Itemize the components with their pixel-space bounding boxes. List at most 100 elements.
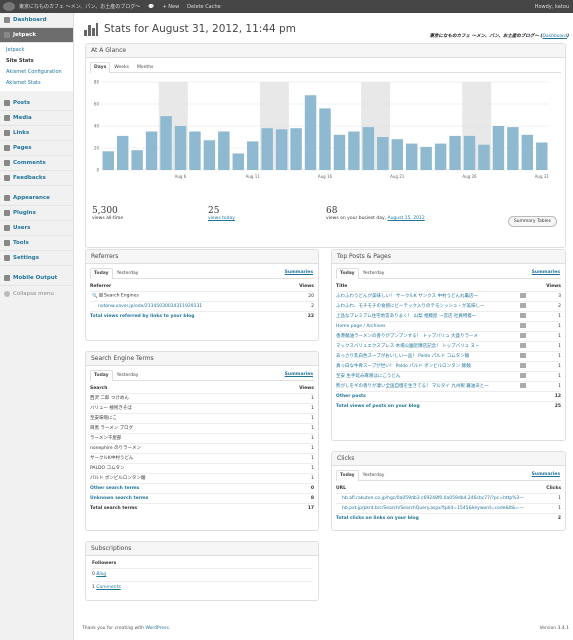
menu-comments[interactable]: Comments [0,156,73,171]
post-stats-icon[interactable] [520,313,526,318]
tab-today[interactable]: Today [336,470,359,481]
search-views: 1 [268,422,314,433]
admin-bar-site[interactable]: 東京になものカフェ ～メン、パン、お土産のブログ～ [19,4,141,10]
tab-today[interactable]: Today [90,370,113,381]
post-stats-icon[interactable] [520,373,526,378]
y-tick-label: 60 [94,102,100,107]
menu-tools[interactable]: Tools [0,236,73,251]
menu-settings[interactable]: Settings [0,251,73,266]
menu-dashboard[interactable]: Dashboard [0,13,73,28]
post-stats-icon[interactable] [520,333,526,338]
chart-bar [319,108,331,170]
table-row: notonw.xaver.jp/ode/21345030034311929131… [90,300,314,311]
menu-posts[interactable]: Posts [0,96,73,111]
submenu-akismet-stats[interactable]: Akismet Stats [6,80,41,86]
tab-yesterday[interactable]: Yesterday [362,473,385,478]
post-stats-icon[interactable] [520,363,526,368]
unknown-search-terms[interactable]: Unknown search terms [90,492,269,503]
menu-label: Tools [13,240,29,246]
tab-yesterday[interactable]: Yesterday [362,271,385,276]
tab-today[interactable]: Today [90,268,113,279]
menu-label: Settings [13,255,39,261]
stat-busiest-date-link[interactable]: August 15, 2012 [387,216,425,221]
followers-comments-link[interactable]: Comments [96,585,121,590]
at-a-glance-box: At A Glance Days Weeks Months 80 60 40 20 0 A… [85,43,566,248]
post-stats-icon[interactable] [520,383,526,388]
followers-blog-link[interactable]: Blog [96,572,107,577]
other-posts[interactable]: Other posts [336,390,514,401]
menu-pages[interactable]: Pages [0,141,73,156]
submenu-akismet-configuration[interactable]: Akismet Configuration [6,69,62,75]
referrer-link[interactable]: notonw.xaver.jp/ode/21345030034311929131 [98,303,203,309]
stat-today-label[interactable]: views today [208,216,235,221]
click-url-link[interactable]: hb.pxt.jp/pknt.b/c/Search/SearchQuery.as… [342,505,524,511]
post-title-link[interactable]: 香港麺油ラーメンの香りがプンプンする！ トップバリュ 大盛りラーメ [336,334,478,339]
chart-bar [449,135,461,170]
y-tick-label: 0 [96,168,99,173]
summary-tables-button[interactable]: Summary Tables [507,216,557,227]
wordpress-logo-icon[interactable] [3,2,15,11]
tab-weeks[interactable]: Weeks [114,65,129,70]
post-title-link[interactable]: Home page / Archives [336,323,386,329]
table-row: Other search terms 0 [90,482,314,493]
post-title-link[interactable]: ふわふわ、モチモチの食感にビーテック入りのテモンッシュ・が美味しー [336,304,485,309]
menu-jetpack[interactable]: Jetpack [0,28,73,43]
referrers-summaries-link[interactable]: Summaries [284,270,313,275]
clicks-tabs: Today Yesterday Summaries [336,470,561,481]
post-stats-icon[interactable] [520,353,526,358]
followers-count: 1 [92,585,95,590]
submenu-jetpack[interactable]: Jetpack [6,47,25,53]
post-stats-icon[interactable] [520,323,526,328]
admin-bar-comments[interactable]: 💬 [144,0,158,13]
wordpress-link[interactable]: WordPress [145,626,169,631]
post-title-link[interactable]: ふわふわうどんが美味しい！ サークルK サンクス 中村うどん丸亀店一 [336,294,478,299]
menu-feedbacks[interactable]: Feedbacks [0,171,73,186]
menu-appearance[interactable]: Appearance [0,191,73,206]
menu-media[interactable]: Media [0,111,73,126]
chart-bar [102,151,114,170]
table-row: 西沢 二郎 つけめん 1 [90,392,314,403]
x-tick-label: Aug 16 [318,174,333,179]
click-url-link[interactable]: hb.afl.rakuten.co.jp/hgc/0a059db3.c69248… [342,495,524,501]
admin-bar-howdy[interactable]: Howdy, katou [534,3,569,10]
post-views: 1 [532,320,561,331]
search-views: 1 [268,462,314,473]
post-views: 1 [532,360,561,371]
tab-yesterday[interactable]: Yesterday [116,373,139,378]
referrers-tabs: Today Yesterday Summaries [90,268,314,279]
top-posts-summaries-link[interactable]: Summaries [531,270,560,275]
table-row: 真っ白な牛骨スープが世い！ Paldo パルド ボンビルロンタン 豚麺 1 [336,360,561,371]
admin-bar-new[interactable]: + New [162,3,180,10]
clicks-table: URL Clicks hb.afl.rakuten.co.jp/hgc/0a059… [336,484,561,523]
tab-months[interactable]: Months [136,65,154,70]
table-row: 熊がしをギの香りが凄い全国自慢を生きてる！ マルタイ 九州製 醤油あと一 1 [336,380,561,391]
submenu-site-stats[interactable]: Site Stats [6,58,34,64]
menu-mobile-output[interactable]: Mobile Output [0,271,73,286]
post-title-link[interactable]: あっさり乳白色スープがおいしい一品！ Paldo パルド コムタン麺 [336,354,470,359]
collapse-menu[interactable]: Collapse menu [0,286,73,301]
post-stats-icon[interactable] [520,303,526,308]
clicks-summaries-link[interactable]: Summaries [531,472,560,477]
post-stats-icon[interactable] [520,343,526,348]
search-summaries-link[interactable]: Summaries [284,372,313,377]
stat-all-time-label: views all-time [92,216,124,221]
tab-days[interactable]: Days [90,62,111,73]
magnifier-icon[interactable]: 🔍 [92,293,98,299]
tab-today[interactable]: Today [336,268,359,279]
menu-plugins[interactable]: Plugins [0,206,73,221]
tab-yesterday[interactable]: Yesterday [116,271,139,276]
chart-bar [478,144,490,170]
post-title-link[interactable]: マックスバリュエクスプレス 木場公園近隣店記念！ トップバリュ ヌー [336,344,480,349]
expand-icon[interactable] [98,293,103,298]
menu-users[interactable]: Users [0,221,73,236]
post-title-link[interactable]: 至安 生手延み麻噌はにこうどん [336,374,401,379]
post-title-link[interactable]: 真っ白な牛骨スープが世い！ Paldo パルド ボンビルロンタン 豚麺 [336,364,471,369]
post-stats-icon[interactable] [520,293,526,298]
post-title-link[interactable]: 熊がしをギの香りが凄い全国自慢を生きてる！ マルタイ 九州製 醤油あと一 [336,384,489,389]
admin-bar-delete-cache[interactable]: Delete Cache [187,3,221,10]
dashboard-link[interactable]: Dashboard [542,34,567,39]
post-title-link[interactable]: 上品なプレミアム住宅地宮ありまく！ 山梨 相模屋 一宮店 社員特着一 [336,314,477,319]
other-search-terms[interactable]: Other search terms [90,482,269,493]
menu-links[interactable]: Links [0,126,73,141]
total-label: Total views of posts on your blog [336,400,514,411]
